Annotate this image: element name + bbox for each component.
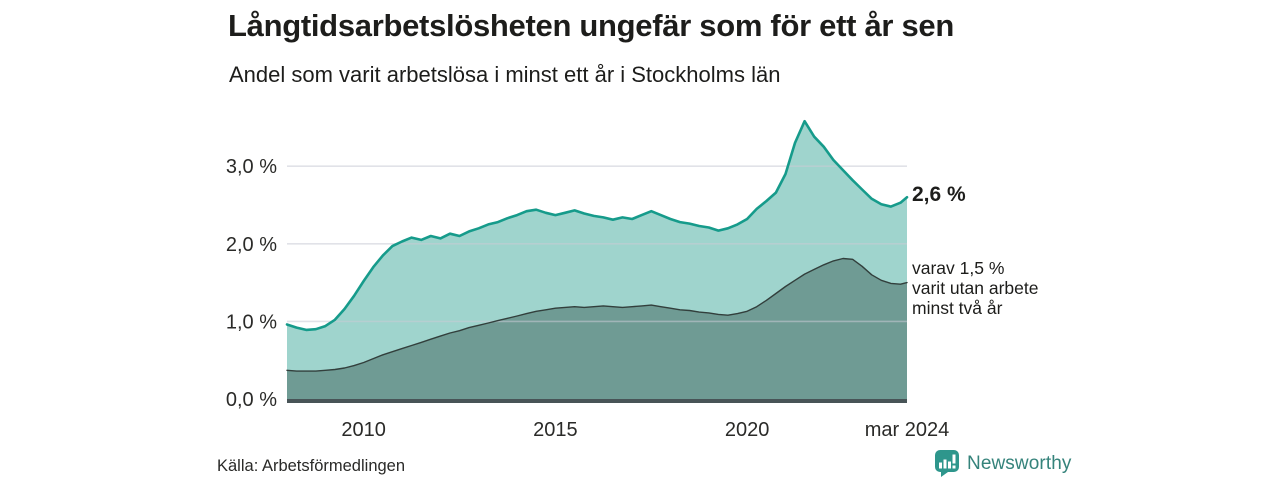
x-tick-label: 2020 [725, 419, 770, 441]
x-tick-label: 2015 [533, 419, 578, 441]
latest-value-label: 2,6 % [912, 183, 966, 206]
chart-title: Långtidsarbetslösheten ungefär som för e… [228, 8, 955, 43]
area-series-1 [287, 258, 907, 399]
source-label: Källa: Arbetsförmedlingen [217, 457, 406, 475]
y-tick-label: 3,0 % [226, 156, 277, 178]
line-series-1 [286, 257, 908, 372]
x-tick-label: 2010 [341, 419, 386, 441]
chart-subtitle: Andel som varit arbetslösa i minst ett å… [229, 62, 781, 87]
line-series-0 [285, 119, 909, 332]
newsworthy-wordmark: Newsworthy [967, 452, 1072, 474]
two-year-note-label: varav 1,5 % varit utan arbete minst två … [912, 258, 1039, 318]
y-tick-label: 2,0 % [226, 234, 277, 256]
newsworthy-bubble-chart-icon [935, 450, 959, 477]
y-tick-label: 0,0 % [226, 389, 277, 411]
y-tick-label: 1,0 % [226, 311, 277, 333]
x-tick-label: mar 2024 [865, 419, 950, 441]
newsworthy-logo: Newsworthy [935, 450, 1071, 477]
